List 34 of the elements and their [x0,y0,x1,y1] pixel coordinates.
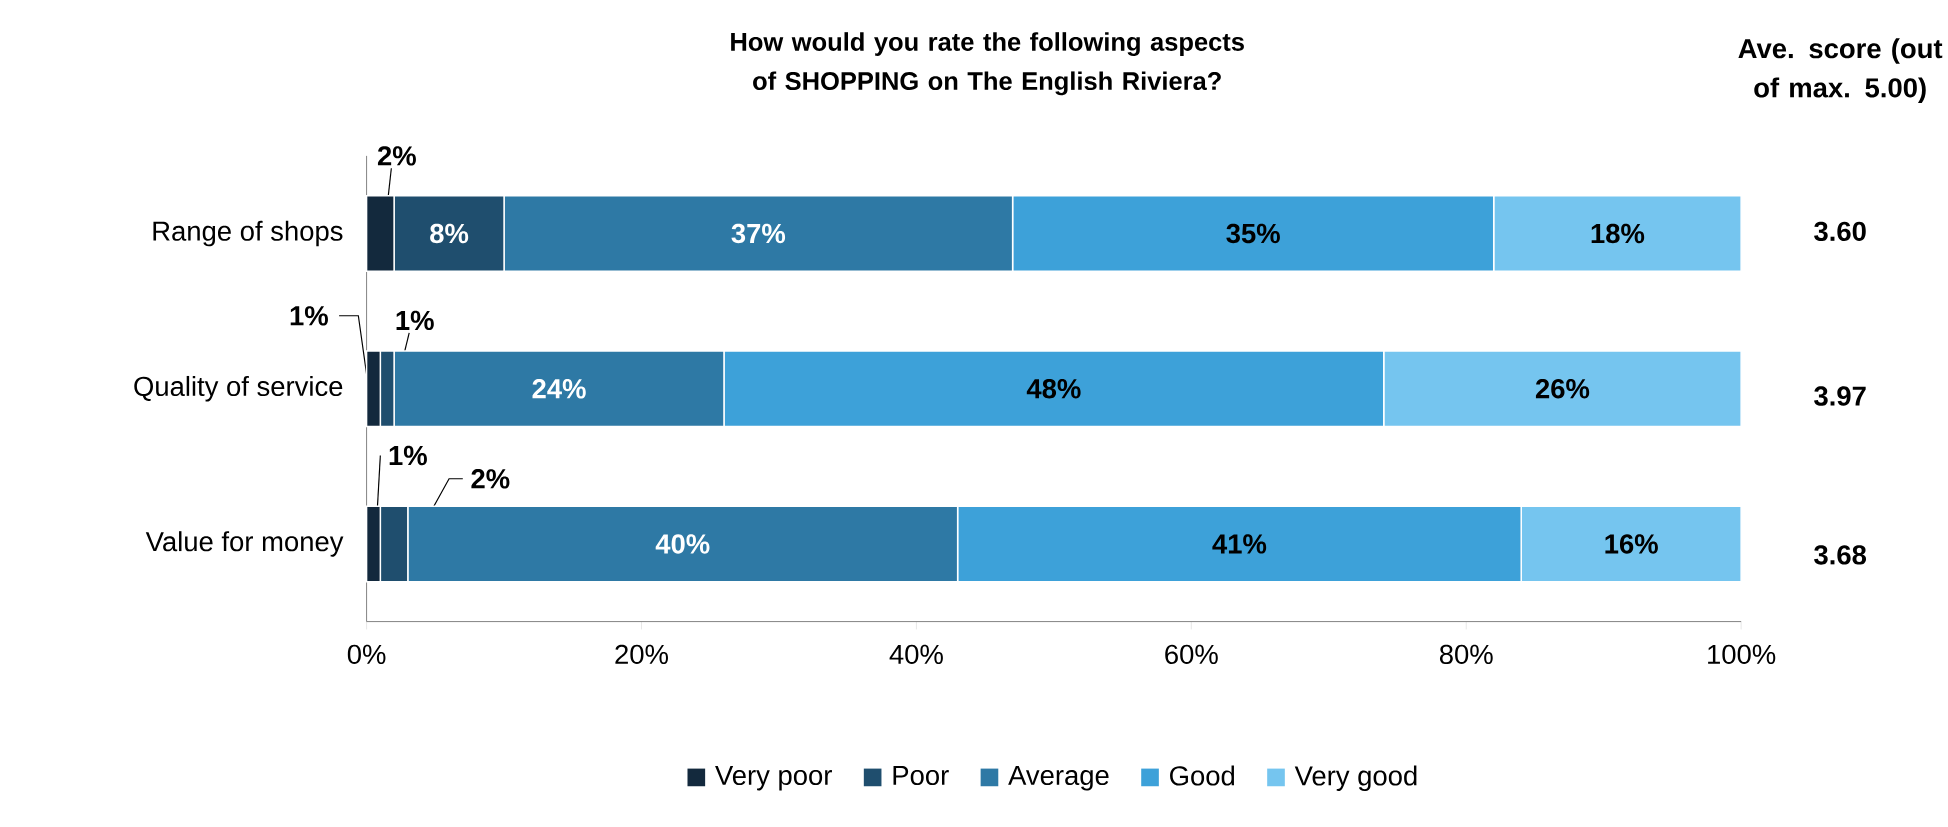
data-label: 41% [1212,534,1267,554]
text: 3.68 [1814,544,1867,565]
y-tick-label: Value for money [145,530,344,557]
data-label: 2% [471,468,510,489]
legend-label: Good [1170,765,1235,786]
x-tick-label: 60% [1165,644,1218,664]
data-label: 16% [1605,534,1658,554]
data-label: 1% [396,310,434,330]
data-label: 18% [1591,223,1645,243]
data-label: 1% [290,305,328,326]
legend-label: Very poor [715,765,832,791]
data-label: 37% [731,223,786,243]
chart-title: How would you rate the following aspects of SHOPPING on The English Riviera? [731,31,1244,96]
data-label: 8% [430,223,469,243]
data-label: 24% [532,378,586,399]
legend-label: Poor [893,765,949,785]
data-label: 35% [1226,223,1280,243]
text: Ave. score (out of max. 5.00) [1738,37,1943,103]
data-label: 2% [377,145,416,166]
x-tick-label: 80% [1439,644,1493,664]
text: 3.60 [1814,221,1866,241]
x-tick-label: 0% [347,644,386,664]
data-label: 26% [1535,378,1590,399]
data-label: 40% [655,534,710,554]
text: 3.97 [1814,386,1866,406]
y-tick-label: Quality of service [134,375,343,402]
x-tick-label: 20% [615,644,668,664]
data-label: 1% [389,445,427,465]
legend-label: Average [1008,765,1109,791]
legend-label: Very good [1294,765,1417,791]
x-tick-label: 40% [889,644,943,664]
y-tick-label: Range of shops [153,220,343,247]
data-label: 48% [1026,378,1081,399]
x-tick-label: 100% [1708,644,1776,664]
